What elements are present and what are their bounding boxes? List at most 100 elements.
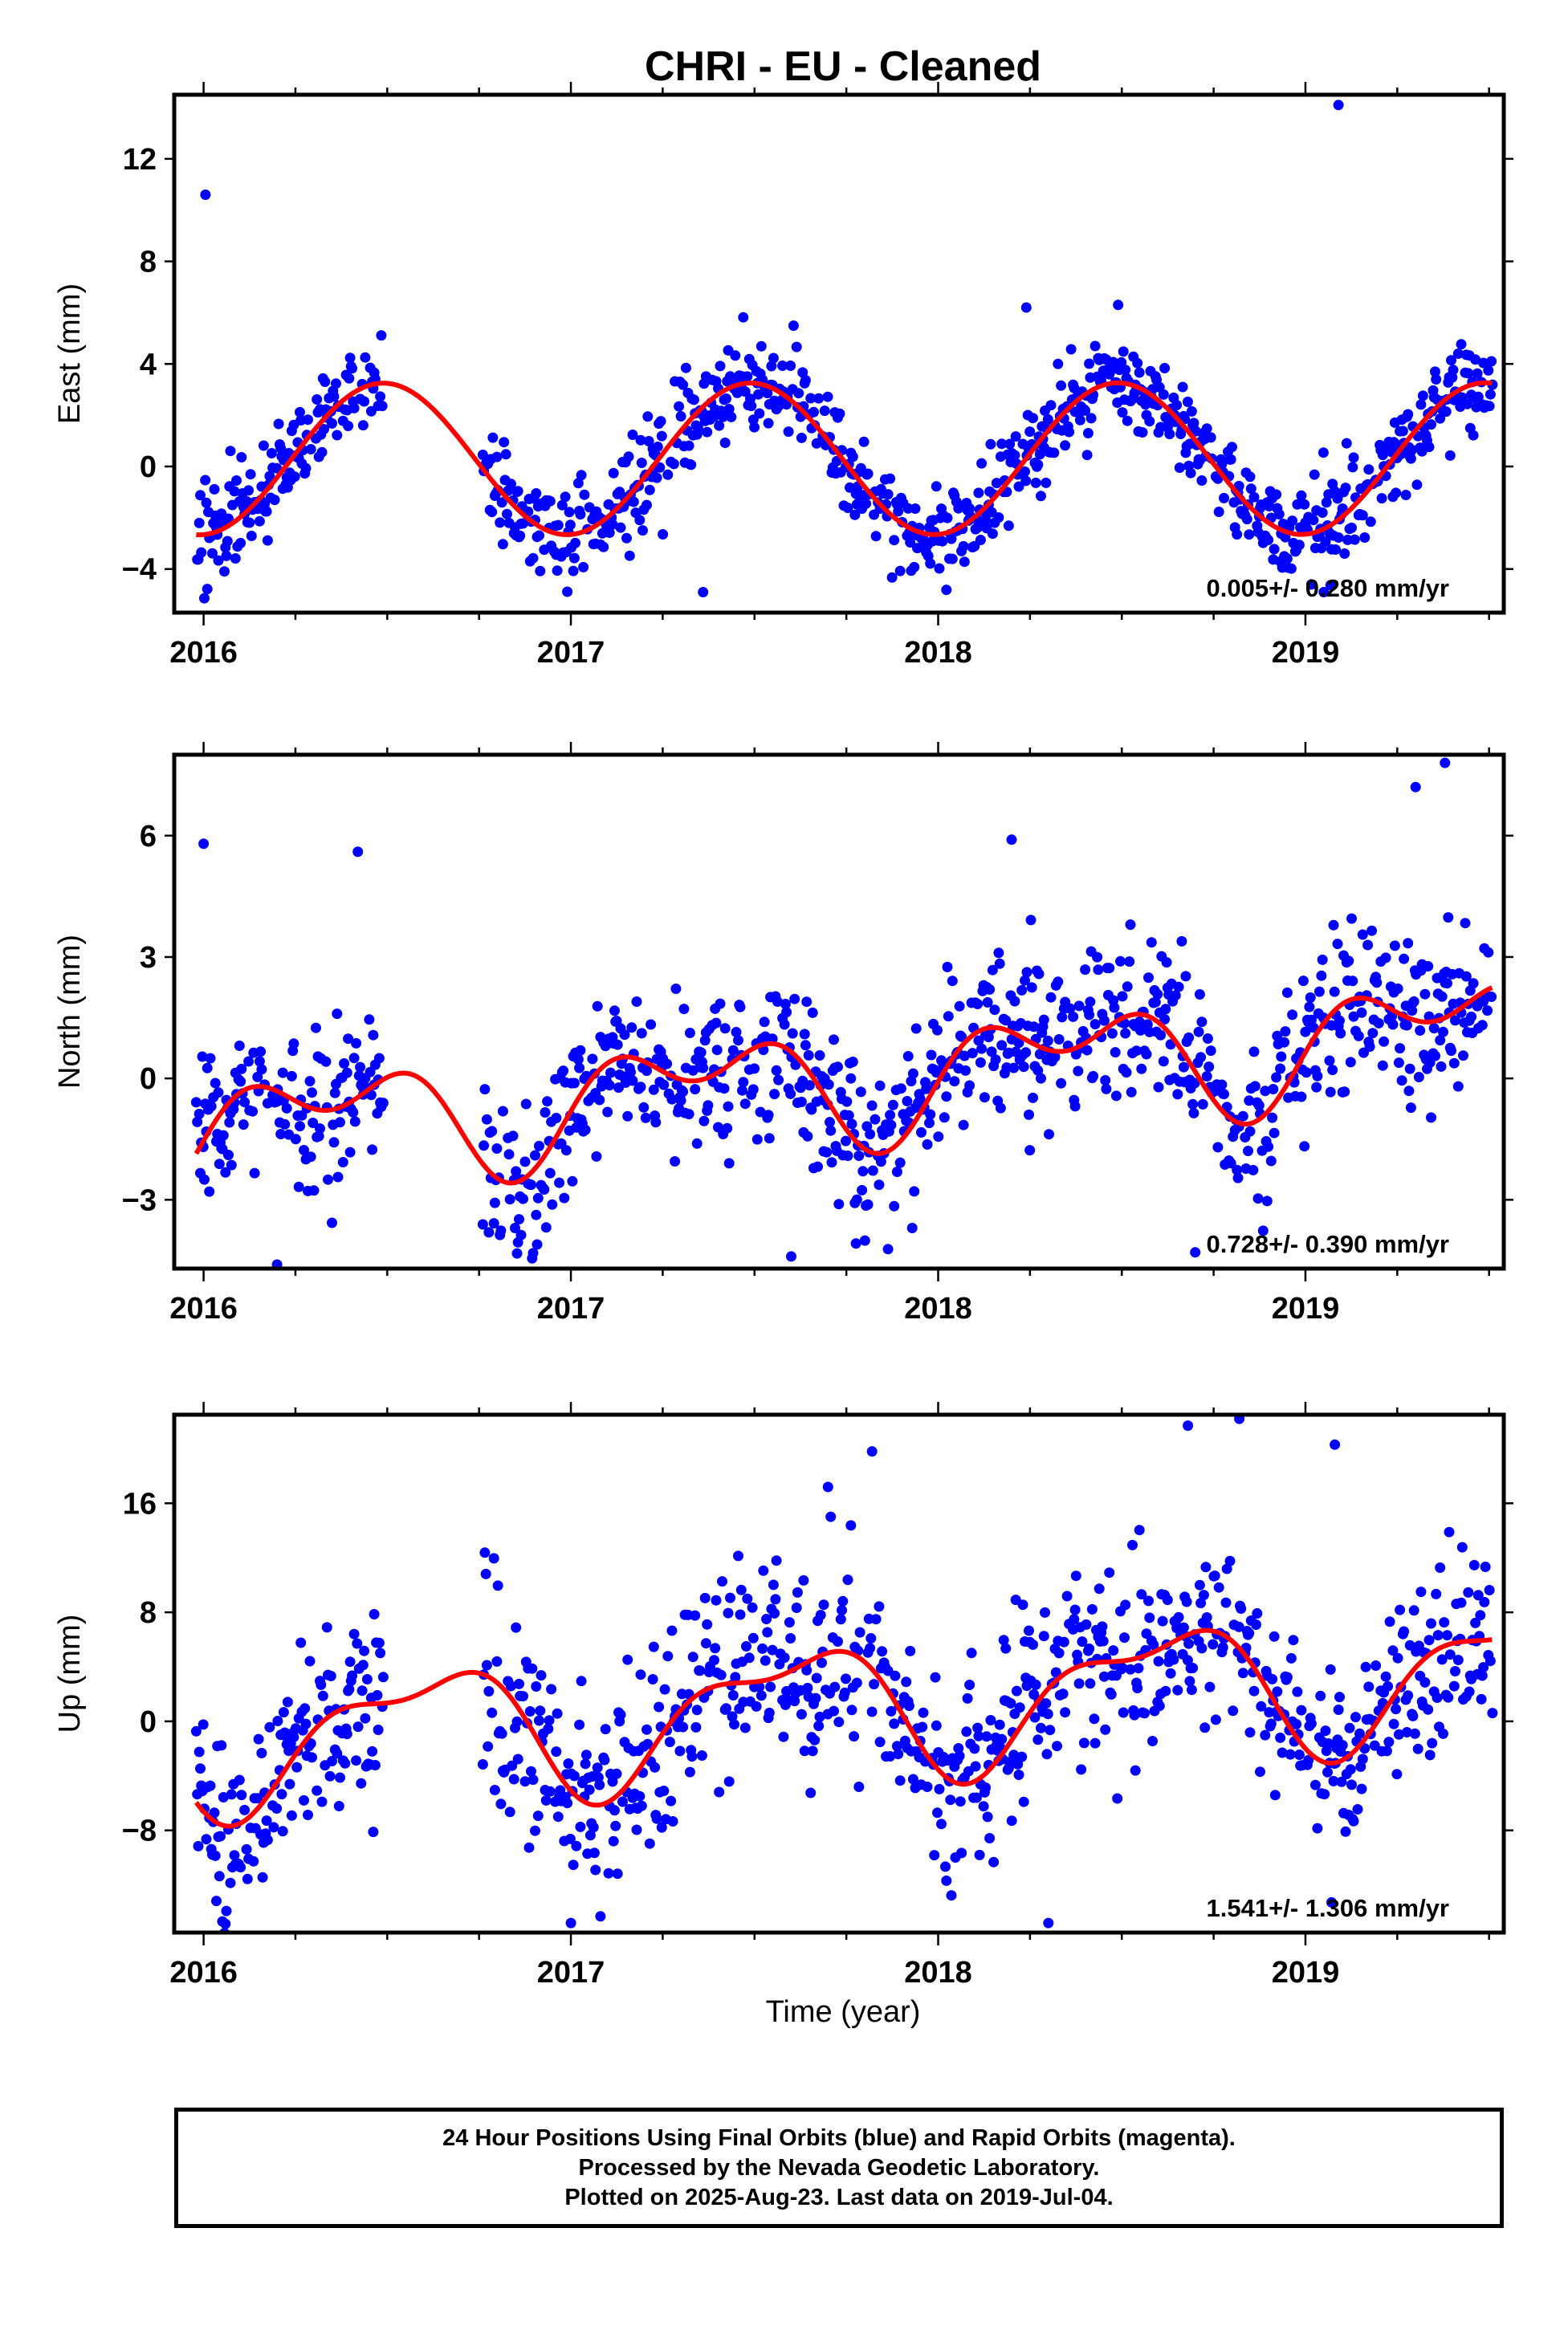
data-point <box>1360 1661 1371 1672</box>
data-point <box>213 1087 224 1098</box>
data-point <box>190 1097 202 1108</box>
data-point <box>815 1610 826 1620</box>
data-point <box>1020 975 1030 986</box>
data-point <box>534 530 544 541</box>
data-point <box>1104 963 1115 974</box>
data-point <box>1412 1743 1423 1754</box>
data-point <box>518 518 528 529</box>
data-point <box>1325 1664 1336 1675</box>
data-point <box>1139 1708 1150 1719</box>
data-point <box>1439 1617 1450 1628</box>
data-point <box>221 1905 232 1917</box>
data-point <box>1354 1728 1365 1739</box>
data-point <box>519 1776 531 1787</box>
data-point <box>376 330 387 341</box>
data-point <box>909 1186 920 1197</box>
outlier-point <box>822 1481 833 1493</box>
data-point <box>962 1693 973 1704</box>
data-point <box>769 1607 780 1619</box>
data-point <box>741 1641 751 1652</box>
data-point <box>1391 1704 1402 1715</box>
data-point <box>1016 984 1028 996</box>
data-point <box>526 1179 536 1191</box>
data-point <box>356 1685 368 1697</box>
y-tick-label: 8 <box>140 246 157 279</box>
data-point <box>796 1096 807 1107</box>
data-point <box>1162 1595 1173 1606</box>
data-point <box>1319 1789 1330 1800</box>
data-point <box>747 1602 758 1613</box>
data-point <box>1281 1672 1293 1683</box>
data-point <box>1376 493 1387 504</box>
data-point <box>982 1811 993 1823</box>
data-point <box>711 1595 722 1606</box>
data-point <box>576 1676 587 1687</box>
data-point <box>762 388 773 399</box>
data-point <box>1315 1690 1326 1701</box>
data-point <box>1038 1631 1049 1642</box>
data-point <box>894 565 906 576</box>
data-point <box>1328 919 1339 931</box>
data-point <box>592 1762 603 1774</box>
data-point <box>531 1681 542 1692</box>
data-point <box>1322 1766 1333 1778</box>
data-point <box>523 1842 535 1853</box>
data-point <box>659 1684 670 1695</box>
data-point <box>527 1248 539 1259</box>
data-point <box>1364 1041 1375 1053</box>
data-point <box>311 1022 321 1033</box>
data-point <box>479 1084 491 1095</box>
data-point <box>1343 955 1354 967</box>
data-point <box>1359 532 1370 543</box>
data-point <box>1081 1045 1093 1056</box>
data-point <box>811 438 822 449</box>
data-point <box>964 1080 975 1091</box>
data-point <box>1272 1030 1283 1041</box>
data-point <box>202 1062 213 1073</box>
data-point <box>207 548 218 559</box>
data-point <box>373 1053 385 1064</box>
data-point <box>730 350 741 361</box>
data-point <box>945 1794 956 1806</box>
data-point <box>841 1096 853 1107</box>
data-point <box>1243 1146 1253 1156</box>
data-point <box>925 558 936 569</box>
data-point <box>882 1244 894 1255</box>
data-point <box>295 1637 307 1648</box>
data-point <box>277 1067 288 1078</box>
data-point <box>1011 1685 1022 1697</box>
data-point <box>489 1197 500 1208</box>
data-point <box>1074 414 1085 426</box>
data-point <box>1408 996 1419 1007</box>
data-point <box>303 1810 313 1820</box>
data-point <box>368 1029 379 1041</box>
data-point <box>218 1130 229 1141</box>
data-point <box>571 1840 582 1851</box>
data-point <box>1301 1067 1312 1078</box>
data-point <box>1172 1089 1183 1100</box>
data-point <box>574 1062 585 1073</box>
data-point <box>1340 1826 1351 1837</box>
data-point <box>615 522 626 533</box>
data-point <box>902 1096 913 1106</box>
data-point <box>483 1227 495 1238</box>
data-point <box>343 421 354 431</box>
data-point <box>1476 1693 1487 1705</box>
data-point <box>1120 1028 1131 1039</box>
data-point <box>802 1682 813 1693</box>
y-tick-label: −8 <box>122 1815 157 1848</box>
data-point <box>234 1041 245 1051</box>
data-point <box>1158 1056 1169 1067</box>
y-tick-label: −4 <box>122 553 157 587</box>
data-point <box>600 1724 611 1735</box>
data-point <box>1201 1071 1212 1081</box>
data-point <box>1328 1775 1339 1786</box>
data-point <box>783 426 794 438</box>
data-point <box>1130 1765 1141 1776</box>
data-point <box>763 1110 774 1121</box>
data-point <box>1225 1158 1236 1169</box>
data-point <box>193 517 205 528</box>
data-point <box>369 1760 381 1770</box>
data-point <box>1269 1631 1280 1642</box>
data-point <box>993 947 1004 959</box>
